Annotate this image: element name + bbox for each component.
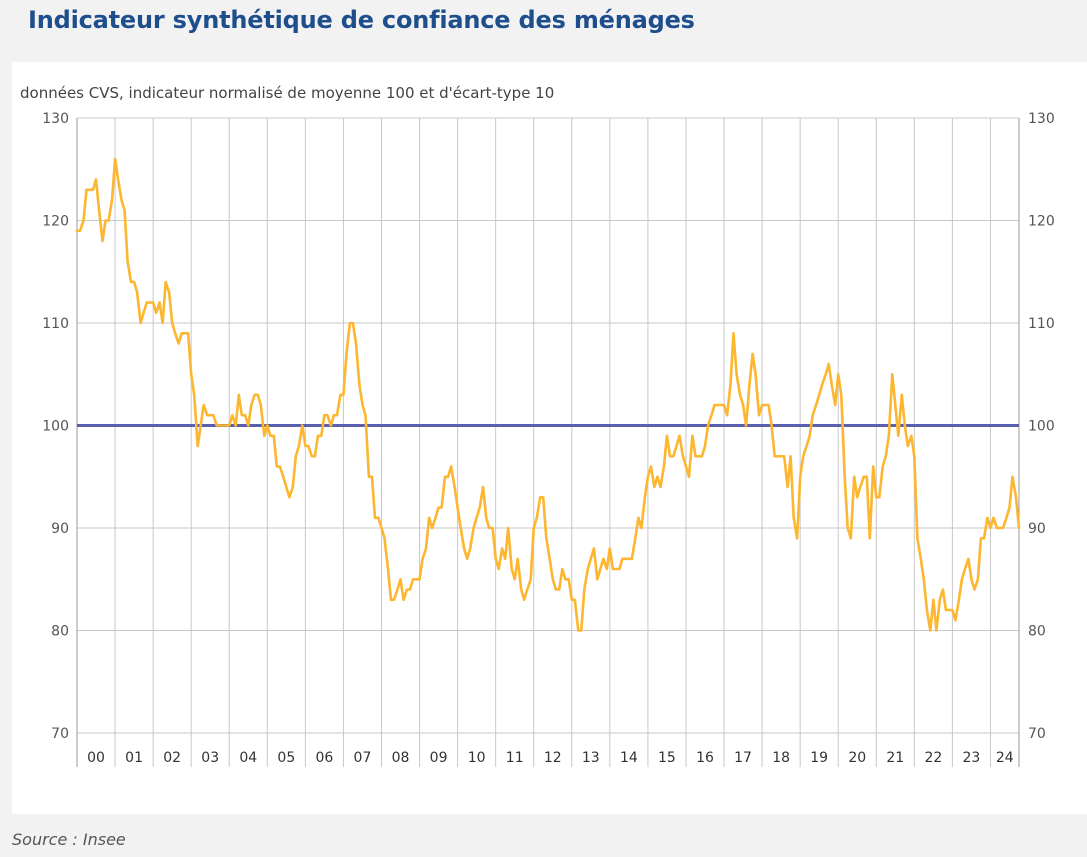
x-tick-label: 14: [620, 750, 638, 766]
y-tick-label-left: 70: [51, 726, 69, 742]
x-tick-label: 07: [354, 750, 372, 766]
y-tick-label-left: 80: [51, 624, 69, 640]
x-tick-label: 22: [924, 750, 942, 766]
x-tick-label: 09: [430, 750, 448, 766]
y-tick-label-right: 120: [1028, 214, 1055, 230]
y-tick-label-right: 110: [1028, 316, 1055, 332]
y-tick-label-right: 80: [1028, 624, 1046, 640]
y-tick-label-right: 90: [1028, 521, 1046, 537]
y-tick-label-left: 110: [42, 316, 69, 332]
x-tick-label: 23: [963, 750, 981, 766]
x-tick-label: 15: [658, 750, 676, 766]
y-tick-label-left: 90: [51, 521, 69, 537]
x-tick-label: 03: [201, 750, 219, 766]
y-tick-label-right: 70: [1028, 726, 1046, 742]
x-tick-label: 11: [506, 750, 524, 766]
x-tick-label: 05: [277, 750, 295, 766]
x-tick-label: 10: [468, 750, 486, 766]
y-tick-label-right: 130: [1028, 111, 1055, 127]
x-tick-label: 17: [734, 750, 752, 766]
x-tick-label: 21: [886, 750, 904, 766]
x-tick-label: 01: [125, 750, 143, 766]
chart-subtitle: données CVS, indicateur normalisé de moy…: [20, 84, 555, 102]
x-tick-label: 04: [239, 750, 257, 766]
x-tick-label: 00: [87, 750, 105, 766]
x-tick-label: 18: [772, 750, 790, 766]
page-title: Indicateur synthétique de confiance des …: [28, 6, 695, 34]
x-tick-label: 24: [996, 750, 1014, 766]
y-tick-label-left: 120: [42, 214, 69, 230]
y-tick-label-left: 100: [42, 419, 69, 435]
y-tick-label-left: 130: [42, 111, 69, 127]
y-tick-label-right: 100: [1028, 419, 1055, 435]
x-tick-label: 06: [315, 750, 333, 766]
x-tick-label: 20: [848, 750, 866, 766]
x-tick-label: 13: [582, 750, 600, 766]
x-tick-label: 08: [392, 750, 410, 766]
x-tick-label: 16: [696, 750, 714, 766]
x-tick-label: 19: [810, 750, 828, 766]
series-line: [75, 157, 1021, 632]
x-tick-label: 02: [163, 750, 181, 766]
source-note: Source : Insee: [12, 830, 126, 849]
x-tick-label: 12: [544, 750, 562, 766]
